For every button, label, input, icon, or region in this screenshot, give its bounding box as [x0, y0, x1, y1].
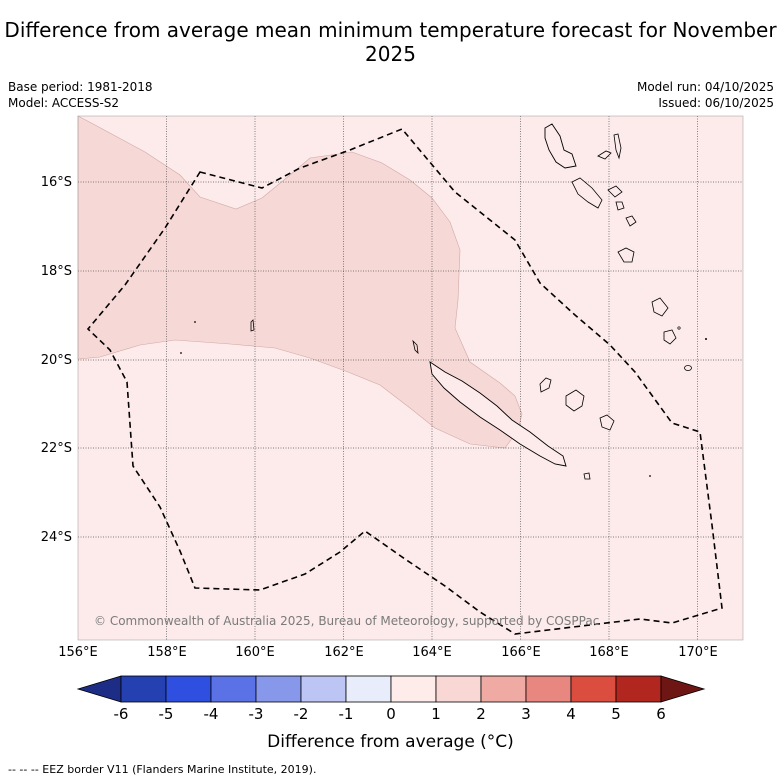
eez-border	[86, 128, 723, 635]
map-frame	[77, 115, 744, 641]
model-run: Model run: 04/10/2025	[636, 80, 774, 94]
reef-dot-3	[649, 475, 651, 477]
colorbar-tick: 1	[431, 705, 441, 723]
colorbar-swatch	[345, 675, 392, 703]
lon-label: 156°E	[58, 645, 98, 660]
erromango-island	[651, 297, 669, 317]
aniwa-island	[677, 326, 681, 330]
colorbar-swatch	[525, 675, 572, 703]
lat-label: 18°S	[40, 264, 72, 279]
colorbar-tick: -6	[113, 705, 129, 723]
efate-island	[617, 247, 635, 263]
colorbar-swatch	[480, 675, 527, 703]
colorbar-swatch	[165, 675, 212, 703]
lon-label: 168°E	[589, 645, 629, 660]
lat-label: 16°S	[40, 175, 72, 190]
gridlines	[78, 116, 743, 640]
colorbar	[76, 675, 706, 703]
colorbar-swatch	[435, 675, 482, 703]
colorbar-swatch	[120, 675, 167, 703]
chart-title: Difference from average mean minimum tem…	[4, 18, 777, 66]
belep-island	[412, 339, 419, 355]
chesterfield-reef	[250, 319, 255, 332]
lat-label: 20°S	[40, 353, 72, 368]
eez-legend-note: -- -- -- EEZ border V11 (Flanders Marine…	[8, 763, 317, 776]
pentecost-island	[613, 133, 622, 160]
colorbar-tick: -2	[293, 705, 309, 723]
meta-left: Base period: 1981-2018 Model: ACCESS-S2	[8, 79, 153, 111]
base-period: Base period: 1981-2018	[8, 80, 153, 94]
colorbar-tick: 3	[521, 705, 531, 723]
espiritu-santo-island	[544, 123, 577, 169]
colorbar-swatch	[300, 675, 347, 703]
colorbar-tick: -4	[203, 705, 219, 723]
isle-of-pines	[583, 472, 591, 480]
colorbar-swatch	[210, 675, 257, 703]
mare-island	[599, 414, 615, 431]
lon-label: 162°E	[324, 645, 364, 660]
colorbar-tick: -5	[158, 705, 174, 723]
ouvea-island	[539, 377, 552, 393]
tanna-island	[663, 329, 677, 345]
malakula-island	[571, 177, 603, 209]
colorbar-swatch	[660, 675, 706, 703]
colorbar-tick: 4	[566, 705, 576, 723]
colorbar-swatch	[76, 675, 122, 703]
lat-label: 22°S	[40, 441, 72, 456]
reef-dot-2	[180, 352, 182, 354]
anomaly-region	[77, 115, 523, 449]
epi-island	[615, 201, 625, 211]
shepherd-islands	[625, 215, 637, 227]
issued-date: Issued: 06/10/2025	[658, 96, 774, 110]
colorbar-tick: 5	[611, 705, 621, 723]
colorbar-tick: 2	[476, 705, 486, 723]
ambrym-island	[607, 185, 623, 198]
colorbar-swatch	[570, 675, 617, 703]
colorbar-tick: -3	[248, 705, 264, 723]
lifou-island	[565, 389, 585, 412]
colorbar-swatch	[255, 675, 302, 703]
lon-label: 158°E	[147, 645, 187, 660]
new-caledonia-island	[429, 361, 567, 467]
colorbar-swatch	[615, 675, 662, 703]
meta-right: Model run: 04/10/2025 Issued: 06/10/2025	[637, 79, 774, 111]
model-name: Model: ACCESS-S2	[8, 96, 120, 110]
lon-label: 160°E	[235, 645, 275, 660]
colorbar-title: Difference from average (°C)	[267, 732, 514, 752]
colorbar-swatch	[390, 675, 437, 703]
reef-dot-1	[194, 321, 196, 323]
futuna-island	[705, 338, 707, 340]
maewo-island	[597, 150, 612, 160]
lon-label: 164°E	[412, 645, 452, 660]
colorbar-tick: 6	[656, 705, 666, 723]
colorbar-tick: -1	[338, 705, 354, 723]
lat-label: 24°S	[40, 530, 72, 545]
lon-label: 170°E	[678, 645, 718, 660]
lon-label: 166°E	[501, 645, 541, 660]
copyright-notice: © Commonwealth of Australia 2025, Bureau…	[94, 614, 600, 628]
aneityum-island	[684, 365, 692, 371]
colorbar-tick: 0	[386, 705, 396, 723]
